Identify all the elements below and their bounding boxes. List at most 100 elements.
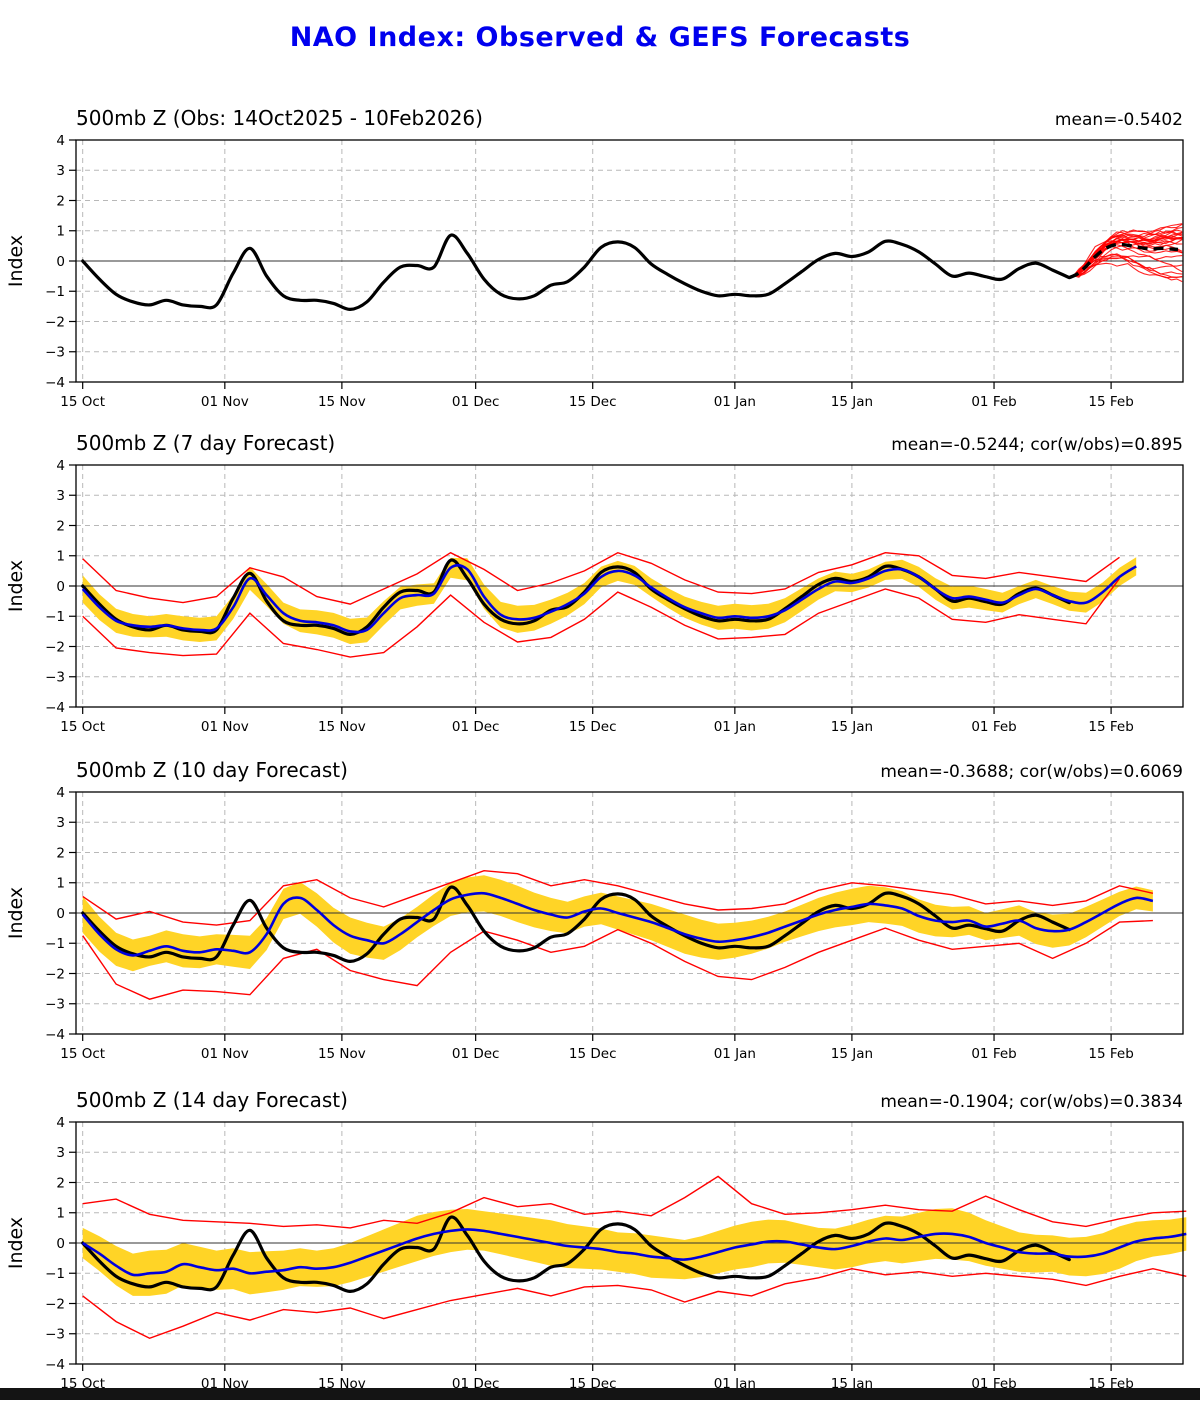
spread-band bbox=[82, 875, 1153, 972]
y-tick-label: −1 bbox=[45, 284, 65, 300]
y-tick-label: 1 bbox=[56, 876, 65, 892]
tick-labels: −4 −3 −2 −1 0 1 2 3 4 15 Oct 01 Nov 15 Nov 01 Dec 15 … bbox=[45, 133, 1134, 410]
y-tick-label: 1 bbox=[56, 224, 65, 240]
x-tick-label: 15 Oct bbox=[60, 719, 105, 735]
observed-line bbox=[81, 1215, 1071, 1293]
x-tick-label: 15 Dec bbox=[569, 1046, 617, 1062]
ensemble-mean-dashed-line bbox=[1068, 242, 1179, 280]
y-tick-label: −2 bbox=[45, 1296, 65, 1312]
envelope-max-line bbox=[82, 1175, 1187, 1229]
y-tick-label: 2 bbox=[56, 518, 65, 534]
y-tick-label: 1 bbox=[56, 1206, 65, 1222]
tick-marks bbox=[69, 791, 1112, 1041]
x-tick-label: 15 Jan bbox=[831, 1046, 873, 1062]
y-axis-label: Index bbox=[5, 235, 27, 287]
y-tick-label: 0 bbox=[56, 254, 65, 270]
ensemble-member-line bbox=[1073, 231, 1183, 277]
bottom-strip bbox=[0, 1388, 1200, 1400]
y-tick-label: 4 bbox=[56, 785, 65, 801]
x-tick-label: 01 Feb bbox=[971, 1046, 1016, 1062]
envelope-max-line bbox=[82, 869, 1154, 926]
y-tick-label: −4 bbox=[45, 1357, 65, 1373]
y-tick-label: 4 bbox=[56, 133, 65, 149]
x-tick-label: 01 Jan bbox=[714, 719, 756, 735]
y-axis-label: Index bbox=[5, 1217, 27, 1269]
panel-stats: mean=-0.5402 bbox=[1054, 110, 1183, 130]
y-tick-label: 4 bbox=[56, 1115, 65, 1131]
y-tick-label: 2 bbox=[56, 1175, 65, 1191]
x-tick-label: 15 Dec bbox=[569, 719, 617, 735]
y-tick-label: −2 bbox=[45, 966, 65, 982]
plot-observed: −4 −3 −2 −1 0 1 2 3 4 15 Oct 01 Nov 15 Nov 01 Dec 15 … bbox=[5, 133, 1184, 410]
y-tick-label: 0 bbox=[56, 906, 65, 922]
y-axis-label: Index bbox=[5, 887, 27, 939]
forecast-mean-line bbox=[81, 891, 1154, 957]
y-tick-label: −3 bbox=[45, 670, 65, 686]
y-tick-label: 3 bbox=[56, 1145, 65, 1161]
y-tick-label: −3 bbox=[45, 997, 65, 1013]
x-tick-label: 01 Feb bbox=[971, 394, 1016, 410]
panel-stats: mean=-0.5244; cor(w/obs)=0.895 bbox=[891, 435, 1183, 455]
envelope-min-line bbox=[82, 1267, 1187, 1340]
y-tick-label: −1 bbox=[45, 936, 65, 952]
x-tick-label: 15 Jan bbox=[831, 394, 873, 410]
y-axis-label: Index bbox=[5, 560, 27, 612]
x-tick-label: 01 Jan bbox=[714, 394, 756, 410]
x-tick-label: 15 Oct bbox=[60, 394, 105, 410]
y-tick-label: 4 bbox=[56, 458, 65, 474]
tick-marks bbox=[69, 1121, 1112, 1371]
x-tick-label: 01 Dec bbox=[452, 719, 500, 735]
x-tick-label: 01 Dec bbox=[452, 394, 500, 410]
plot-forecast-10day: −4 −3 −2 −1 0 1 2 3 4 15 Oct 01 Nov 15 Nov 01 Dec 15 … bbox=[5, 785, 1184, 1062]
page-title: NAO Index: Observed & GEFS Forecasts bbox=[289, 22, 911, 53]
observed-line bbox=[81, 885, 1071, 963]
ensemble-member-line bbox=[1073, 238, 1183, 277]
x-tick-label: 01 Nov bbox=[201, 1046, 249, 1062]
panel-stats: mean=-0.3688; cor(w/obs)=0.6069 bbox=[880, 762, 1183, 782]
y-tick-label: 2 bbox=[56, 845, 65, 861]
y-tick-label: −4 bbox=[45, 700, 65, 716]
ensemble-members bbox=[1073, 223, 1183, 283]
forecast-mean-line bbox=[81, 1228, 1187, 1277]
panel-title: 500mb Z (7 day Forecast) bbox=[76, 431, 336, 455]
x-tick-label: 01 Nov bbox=[201, 719, 249, 735]
panel-title: 500mb Z (10 day Forecast) bbox=[76, 758, 348, 782]
panel-header-observed: 500mb Z (Obs: 14Oct2025 - 10Feb2026) mea… bbox=[76, 106, 1183, 130]
panel-title: 500mb Z (14 day Forecast) bbox=[76, 1088, 348, 1112]
y-tick-label: 2 bbox=[56, 193, 65, 209]
y-tick-label: 3 bbox=[56, 488, 65, 504]
x-tick-label: 15 Feb bbox=[1088, 1046, 1133, 1062]
envelope-min-line bbox=[82, 577, 1121, 658]
x-tick-label: 15 Feb bbox=[1088, 719, 1133, 735]
y-tick-label: −3 bbox=[45, 345, 65, 361]
x-tick-label: 15 Dec bbox=[569, 394, 617, 410]
tick-labels: −4 −3 −2 −1 0 1 2 3 4 15 Oct 01 Nov 15 Nov 01 Dec 15 … bbox=[45, 785, 1134, 1062]
y-tick-label: 0 bbox=[56, 579, 65, 595]
x-tick-label: 01 Dec bbox=[452, 1046, 500, 1062]
tick-labels: −4 −3 −2 −1 0 1 2 3 4 15 Oct 01 Nov 15 Nov 01 Dec 15 … bbox=[45, 458, 1134, 735]
y-tick-label: −1 bbox=[45, 609, 65, 625]
y-tick-label: −2 bbox=[45, 639, 65, 655]
observed-line bbox=[81, 233, 1071, 311]
forecast-mean-line bbox=[81, 563, 1137, 634]
envelope-max-line bbox=[82, 551, 1120, 605]
x-tick-label: 01 Nov bbox=[201, 394, 249, 410]
y-tick-label: 1 bbox=[56, 549, 65, 565]
x-tick-label: 15 Nov bbox=[318, 1046, 366, 1062]
spread-band bbox=[82, 557, 1137, 645]
y-tick-label: −2 bbox=[45, 314, 65, 330]
panel-header-14day: 500mb Z (14 day Forecast) mean=-0.1904; … bbox=[76, 1088, 1183, 1112]
y-tick-label: 3 bbox=[56, 163, 65, 179]
panel-header-10day: 500mb Z (10 day Forecast) mean=-0.3688; … bbox=[76, 758, 1183, 782]
y-tick-label: 0 bbox=[56, 1236, 65, 1252]
y-tick-label: −1 bbox=[45, 1266, 65, 1282]
y-tick-label: −4 bbox=[45, 1027, 65, 1043]
y-tick-label: −4 bbox=[45, 375, 65, 391]
envelope-min-line bbox=[82, 919, 1153, 1000]
ensemble-member-line bbox=[1073, 239, 1183, 277]
tick-marks bbox=[69, 464, 1112, 714]
y-tick-label: −3 bbox=[45, 1327, 65, 1343]
x-tick-label: 01 Jan bbox=[714, 1046, 756, 1062]
plot-forecast-7day: −4 −3 −2 −1 0 1 2 3 4 15 Oct 01 Nov 15 Nov 01 Dec 15 … bbox=[5, 458, 1184, 735]
